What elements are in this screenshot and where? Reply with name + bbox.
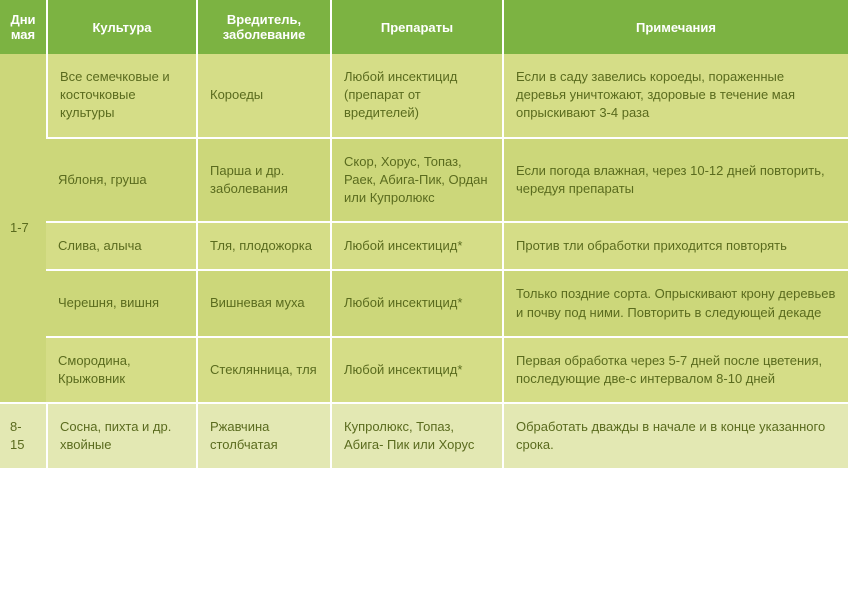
cell-period: 8-15 xyxy=(0,402,46,468)
cell-culture: Яблоня, груша xyxy=(46,137,196,222)
cell-pest: Ржавчина столбчатая xyxy=(196,402,330,468)
table-row: Черешня, вишня Вишневая муха Любой инсек… xyxy=(0,269,848,335)
cell-culture: Смородина, Крыжовник xyxy=(46,336,196,402)
cell-culture: Слива, алыча xyxy=(46,221,196,269)
cell-pest: Короеды xyxy=(196,54,330,137)
col-drug: Препараты xyxy=(330,0,502,54)
cell-pest: Тля, плодожорка xyxy=(196,221,330,269)
col-days: Дни мая xyxy=(0,0,46,54)
cell-drug: Любой инсектицид* xyxy=(330,221,502,269)
cell-note: Первая обработка через 5-7 дней после цв… xyxy=(502,336,848,402)
col-note: Примечания xyxy=(502,0,848,54)
cell-note: Только поздние сорта. Опрыскивают крону … xyxy=(502,269,848,335)
table-row: Смородина, Крыжовник Стеклянница, тля Лю… xyxy=(0,336,848,402)
cell-pest: Парша и др. заболевания xyxy=(196,137,330,222)
cell-note: Обработать дважды в начале и в конце ука… xyxy=(502,402,848,468)
cell-culture: Все семечковые и косточковые культуры xyxy=(46,54,196,137)
table-row: Слива, алыча Тля, плодожорка Любой инсек… xyxy=(0,221,848,269)
table-head: Дни мая Культура Вредитель, заболевание … xyxy=(0,0,848,54)
col-pest: Вредитель, заболевание xyxy=(196,0,330,54)
cell-pest: Стеклянница, тля xyxy=(196,336,330,402)
cell-drug: Купролюкс, Топаз, Абига- Пик или Хорус xyxy=(330,402,502,468)
spray-schedule-table: Дни мая Культура Вредитель, заболевание … xyxy=(0,0,848,468)
table-row: 1-7 Все семечковые и косточковые культур… xyxy=(0,54,848,137)
cell-culture: Черешня, вишня xyxy=(46,269,196,335)
table-body: 1-7 Все семечковые и косточковые культур… xyxy=(0,54,848,468)
cell-note: Если погода влажная, через 10-12 дней по… xyxy=(502,137,848,222)
cell-drug: Любой инсектицид* xyxy=(330,269,502,335)
cell-pest: Вишневая муха xyxy=(196,269,330,335)
cell-note: Если в саду завелись короеды, пораженные… xyxy=(502,54,848,137)
cell-period: 1-7 xyxy=(0,54,46,402)
col-culture: Культура xyxy=(46,0,196,54)
cell-culture: Сосна, пихта и др. хвойные xyxy=(46,402,196,468)
table-row: Яблоня, груша Парша и др. заболевания Ск… xyxy=(0,137,848,222)
cell-drug: Любой инсектицид (препарат от вредителей… xyxy=(330,54,502,137)
table-row: 8-15 Сосна, пихта и др. хвойные Ржавчина… xyxy=(0,402,848,468)
cell-drug: Скор, Хорус, Топаз, Раек, Абига-Пик, Орд… xyxy=(330,137,502,222)
cell-drug: Любой инсектицид* xyxy=(330,336,502,402)
cell-note: Против тли обработки приходится повторят… xyxy=(502,221,848,269)
